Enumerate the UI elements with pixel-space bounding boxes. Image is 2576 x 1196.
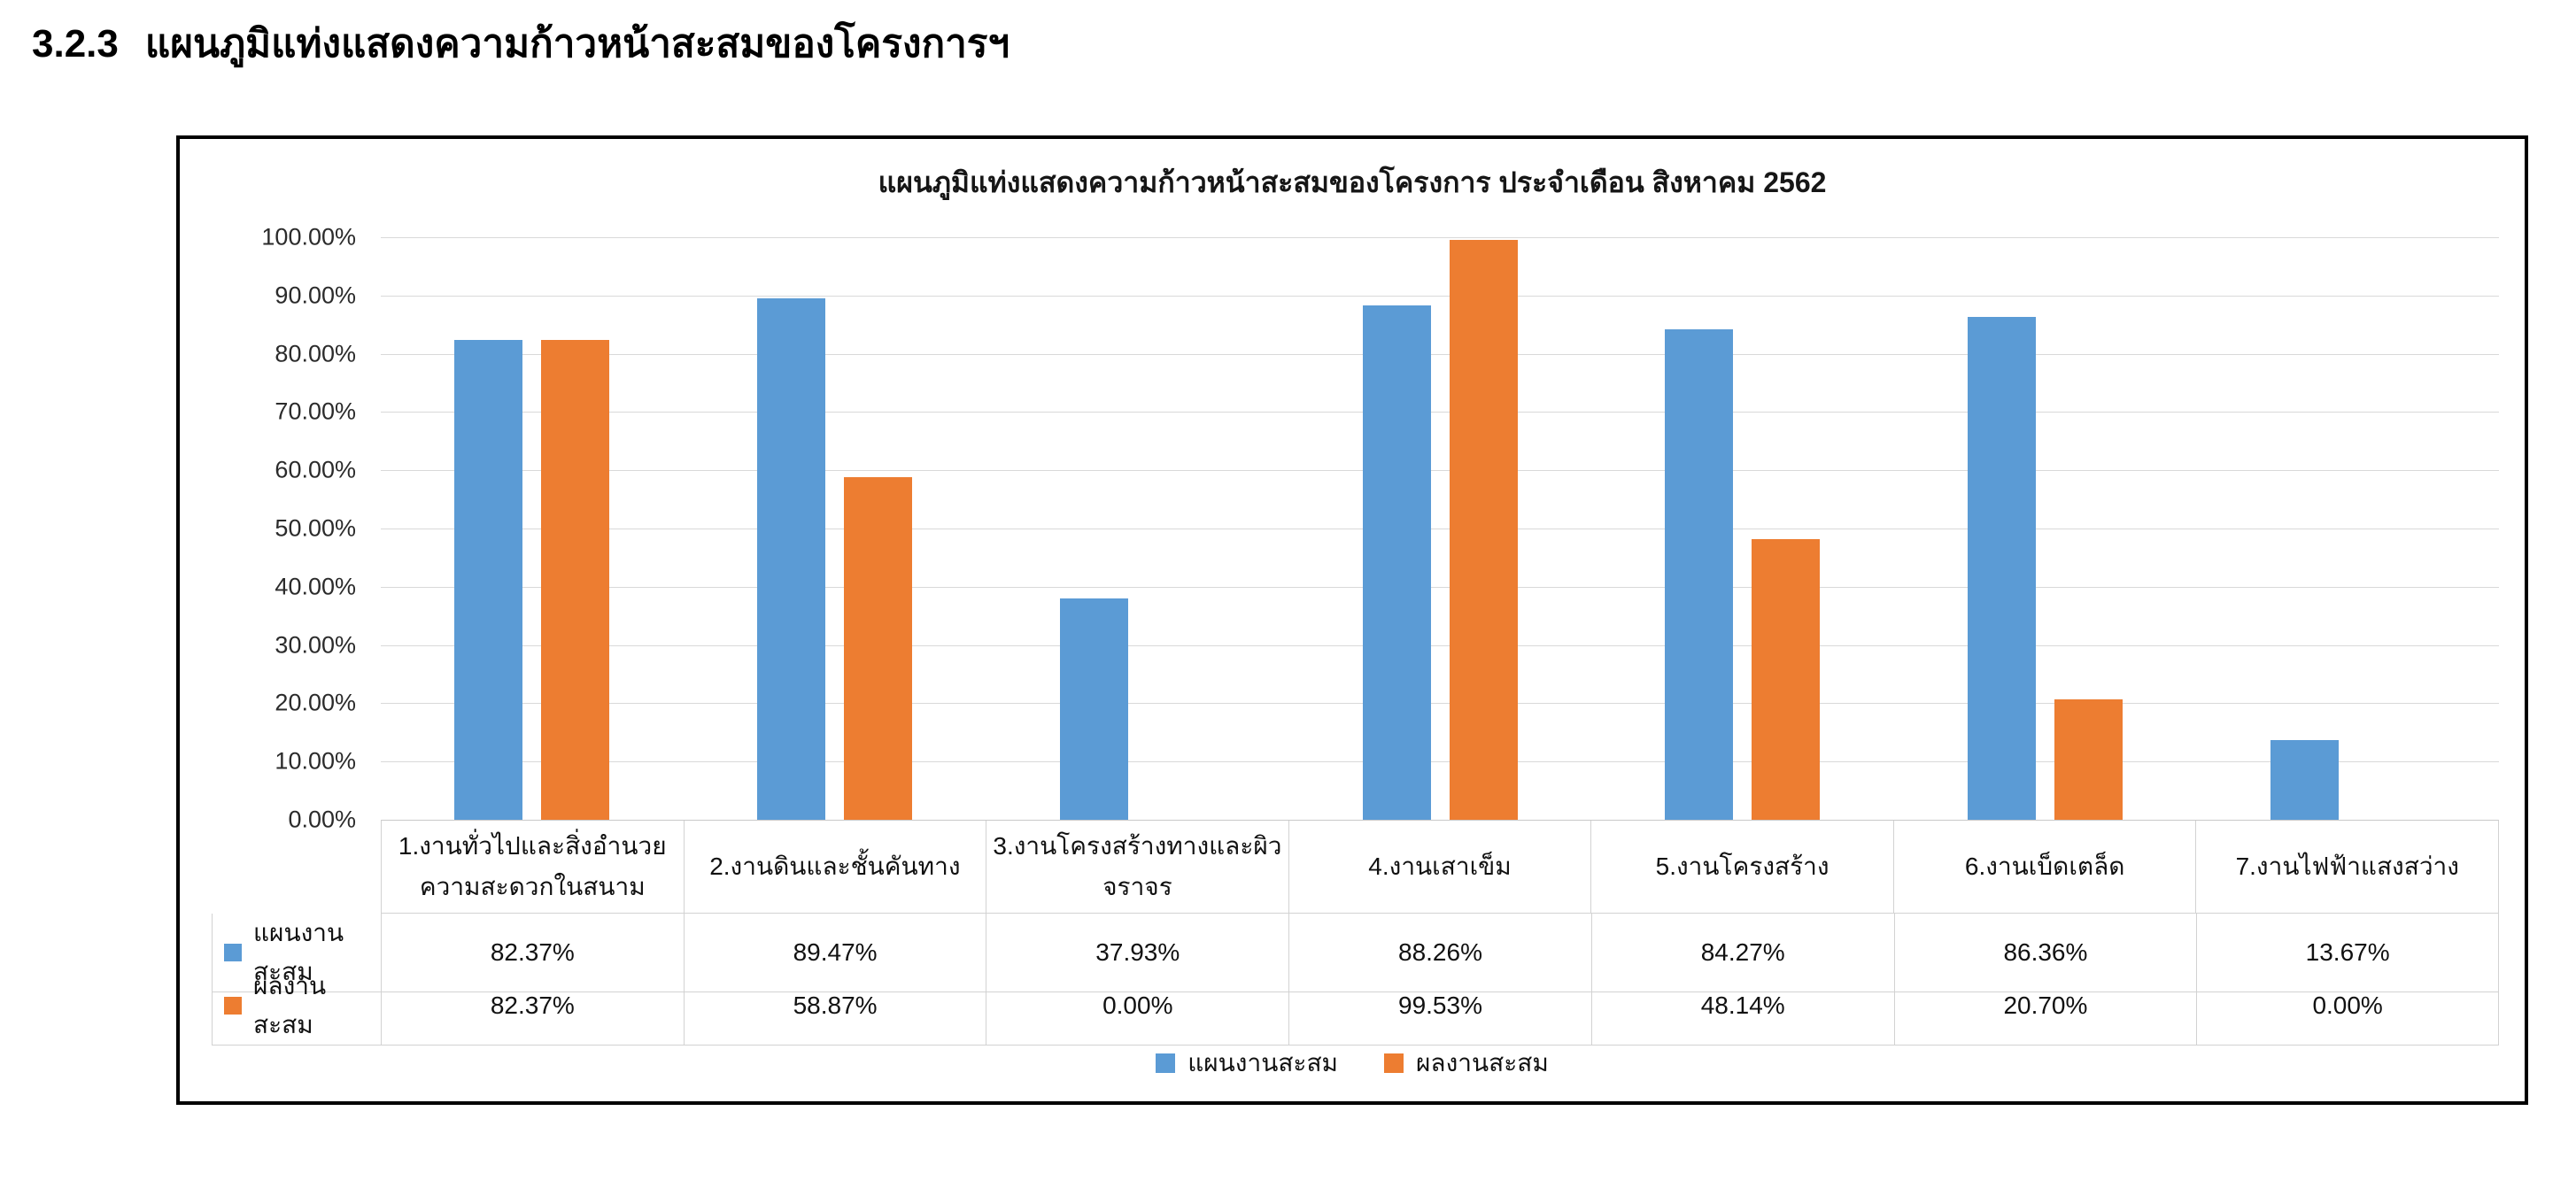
table-value-cell: 84.27% xyxy=(1590,914,1894,992)
bar-group xyxy=(1591,237,1894,820)
gridline xyxy=(381,237,2499,238)
plot-area xyxy=(381,237,2499,821)
table-value-cell: 58.87% xyxy=(683,967,986,1046)
y-axis-tick-label: 100.00% xyxy=(261,223,356,251)
chart-legend: แผนงานสะสม ผลงานสะสม xyxy=(180,1042,2525,1084)
table-value-cell: 82.37% xyxy=(381,914,684,992)
table-value-cell: 89.47% xyxy=(683,914,986,992)
row-header: แผนงานสะสม xyxy=(212,914,381,992)
category-label: 7.งานไฟฟ้าแสงสว่าง xyxy=(2195,821,2498,913)
legend-label: แผนงานสะสม xyxy=(1187,1049,1339,1076)
table-value-cell: 86.36% xyxy=(1893,914,2197,992)
category-label: 3.งานโครงสร้างทางและผิว จราจร xyxy=(986,821,1288,913)
chart-title: แผนภูมิแท่งแสดงความก้าวหน้าสะสมของโครงกา… xyxy=(878,166,1827,198)
row-label: ผลงานสะสม xyxy=(253,972,327,1038)
category-label: 1.งานทั่วไปและสิ่งอำนวย ความสะดวกในสนาม xyxy=(398,832,667,900)
gridline xyxy=(381,644,2499,646)
category-label: 2.งานดินและชั้นคันทาง xyxy=(683,821,986,913)
bar-plan xyxy=(1362,305,1431,820)
series-color-swatch xyxy=(224,944,242,961)
row-header: ผลงานสะสม xyxy=(212,967,381,1046)
y-axis-tick-label: 30.00% xyxy=(275,631,356,659)
y-axis-tick-label: 10.00% xyxy=(275,747,356,775)
table-value-cell: 0.00% xyxy=(2196,967,2499,1046)
y-axis-tick-label: 70.00% xyxy=(275,397,356,425)
legend-item: แผนงานสะสม xyxy=(1156,1044,1338,1083)
y-axis-tick-label: 80.00% xyxy=(275,340,356,367)
bar-group xyxy=(2196,237,2499,820)
gridline xyxy=(381,586,2499,588)
table-value-cell: 0.00% xyxy=(986,967,1289,1046)
bar-group xyxy=(1894,237,2197,820)
y-axis-tick-label: 0.00% xyxy=(288,806,356,833)
table-value-cell: 99.53% xyxy=(1288,967,1591,1046)
bar-plan xyxy=(454,340,523,820)
section-heading: 3.2.3 แผนภูมิแท่งแสดงความก้าวหน้าสะสมของโ… xyxy=(32,12,1010,74)
data-table: แผนงานสะสม 82.37% 89.47% 37.93% 88.26% 84.27%… xyxy=(212,914,2499,1046)
table-value-cell: 82.37% xyxy=(381,967,684,1046)
bar-group xyxy=(986,237,1288,820)
table-value-cell: 20.70% xyxy=(1893,967,2197,1046)
gridline xyxy=(381,412,2499,413)
table-value-cell: 88.26% xyxy=(1288,914,1591,992)
gridline xyxy=(381,295,2499,297)
table-value-cell: 37.93% xyxy=(986,914,1289,992)
category-label: 6.งานเบ็ดเตล็ด xyxy=(1892,821,2196,913)
bar-group xyxy=(684,237,986,820)
row-label: แผนงานสะสม xyxy=(253,919,344,985)
bar-plan xyxy=(1059,598,1128,820)
bar-plan xyxy=(2270,740,2339,820)
bar-plan xyxy=(1665,328,1734,820)
section-number: 3.2.3 xyxy=(32,22,119,66)
category-axis-header: 1.งานทั่วไปและสิ่งอำนวย ความสะดวกในสนาม 2… xyxy=(381,820,2499,914)
y-axis-tick-label: 60.00% xyxy=(275,456,356,483)
y-axis-tick-label: 40.00% xyxy=(275,573,356,600)
bar-actual xyxy=(541,340,610,820)
series-color-swatch xyxy=(224,997,242,1015)
y-axis-tick-label: 50.00% xyxy=(275,514,356,542)
bar-plan xyxy=(757,298,826,820)
bars-area xyxy=(381,237,2499,820)
legend-item: ผลงานสะสม xyxy=(1384,1044,1549,1083)
y-axis-tick-label: 90.00% xyxy=(275,282,356,309)
bar-actual xyxy=(1449,240,1518,820)
bar-actual xyxy=(2054,698,2123,820)
table-value-cell: 48.14% xyxy=(1590,967,1894,1046)
chart-container: แผนภูมิแท่งแสดงความก้าวหน้าสะสมของโครงกา… xyxy=(176,135,2528,1105)
bar-plan xyxy=(1967,316,2036,820)
bar-group xyxy=(381,237,684,820)
legend-color-swatch xyxy=(1156,1053,1176,1073)
category-label: 5.งานโครงสร้าง xyxy=(1590,821,1893,913)
category-label: 4.งานเสาเข็ม xyxy=(1288,821,1591,913)
y-axis-tick-label: 20.00% xyxy=(275,689,356,716)
gridline xyxy=(381,353,2499,355)
bar-actual xyxy=(1752,539,1821,820)
bar-group xyxy=(1288,237,1591,820)
gridline xyxy=(381,703,2499,705)
table-value-cell: 13.67% xyxy=(2196,914,2499,992)
table-row-actual: ผลงานสะสม 82.37% 58.87% 0.00% 99.53% 48.14% 20… xyxy=(212,967,2499,1046)
gridline xyxy=(381,470,2499,472)
y-axis: 100.00% 90.00% 80.00% 70.00% 60.00% 50.00% 40.… xyxy=(180,224,368,833)
gridline xyxy=(381,761,2499,763)
table-row-plan: แผนงานสะสม 82.37% 89.47% 37.93% 88.26% 84.27%… xyxy=(212,914,2499,992)
legend-label: ผลงานสะสม xyxy=(1416,1049,1549,1076)
legend-color-swatch xyxy=(1384,1053,1404,1073)
section-title: แผนภูมิแท่งแสดงความก้าวหน้าสะสมของโครงกา… xyxy=(144,22,1010,66)
bar-actual xyxy=(844,476,913,820)
